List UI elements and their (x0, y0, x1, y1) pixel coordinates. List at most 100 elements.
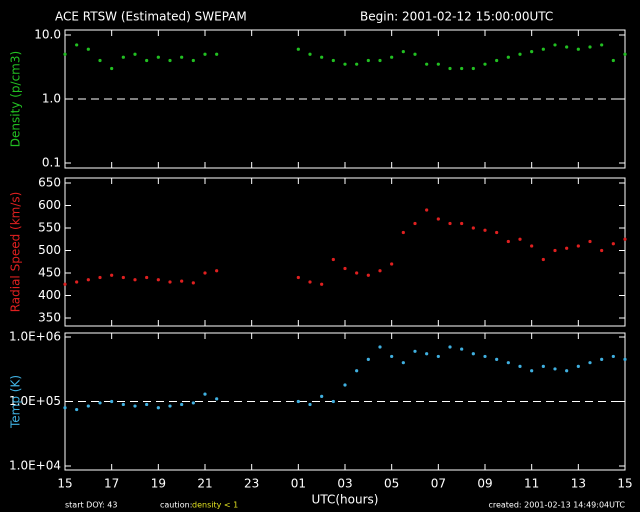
data-point (436, 62, 440, 66)
x-tick-label: 15 (57, 477, 72, 491)
data-point (215, 397, 219, 401)
data-point (600, 357, 604, 361)
data-point (133, 278, 137, 282)
data-point (495, 357, 499, 361)
data-point (331, 257, 335, 262)
data-point (191, 58, 195, 63)
data-point (86, 404, 90, 408)
data-point (355, 271, 359, 275)
data-point (436, 217, 440, 221)
data-point (553, 367, 557, 371)
data-point (483, 354, 487, 359)
begin-time: Begin: 2001-02-12 15:00:00UTC (360, 10, 553, 24)
data-point (600, 248, 604, 253)
data-point (471, 226, 475, 230)
data-point (460, 347, 464, 351)
y-tick-label: 550 (38, 221, 61, 235)
panel-frame (64, 177, 626, 327)
data-point (553, 248, 557, 253)
y-axis-label: Radial Speed (km/s) (9, 192, 23, 313)
data-point (495, 230, 499, 235)
y-tick-label: 500 (38, 243, 61, 257)
data-point (110, 66, 114, 71)
y-tick-label: 600 (38, 198, 61, 212)
data-point (518, 237, 522, 241)
x-axis-label: UTC(hours) (312, 493, 379, 507)
data-point (530, 369, 534, 373)
data-point (541, 364, 545, 369)
data-point (448, 345, 452, 349)
data-point (390, 354, 394, 359)
data-point (611, 58, 615, 63)
data-point (565, 369, 569, 373)
data-point (63, 282, 67, 286)
data-point (331, 399, 335, 404)
data-point (576, 364, 580, 369)
x-tick-label: 21 (197, 477, 212, 491)
data-point (413, 52, 417, 56)
data-point (366, 357, 370, 361)
caution-note: density < 1 (192, 501, 238, 510)
data-point (145, 275, 149, 280)
data-point (413, 349, 417, 353)
data-point (530, 244, 534, 248)
x-tick-label: 07 (431, 477, 446, 491)
data-point (413, 221, 417, 226)
data-point (518, 364, 522, 369)
data-point (541, 47, 545, 51)
x-tick-label: 13 (571, 477, 586, 491)
data-point (483, 62, 487, 66)
data-point (86, 47, 90, 51)
y-tick-label: 450 (38, 266, 61, 280)
data-point (366, 273, 370, 277)
data-point (156, 278, 160, 282)
x-tick-label: 19 (151, 477, 166, 491)
data-point (425, 208, 429, 212)
data-point (355, 369, 359, 373)
data-point (320, 394, 324, 398)
data-point (191, 401, 195, 405)
data-point (425, 352, 429, 356)
data-point (471, 66, 475, 71)
data-point (145, 402, 149, 407)
data-point (378, 269, 382, 273)
data-point (168, 58, 172, 63)
data-point (378, 345, 382, 349)
data-point (401, 50, 405, 54)
data-point (63, 52, 67, 56)
data-point (506, 361, 510, 365)
data-point (530, 50, 534, 54)
y-axis-label: Density (p/cm3) (9, 51, 23, 147)
data-point (611, 242, 615, 246)
data-point (588, 361, 592, 365)
data-point (308, 52, 312, 56)
data-point (623, 52, 627, 56)
y-tick-label: 650 (38, 176, 61, 190)
data-point (576, 244, 580, 248)
data-point (110, 399, 114, 404)
data-point (331, 58, 335, 63)
data-point (98, 58, 102, 63)
data-point (180, 279, 184, 283)
x-tick-label: 23 (244, 477, 259, 491)
x-tick-label: 17 (104, 477, 119, 491)
data-point (518, 52, 522, 56)
data-point (121, 402, 125, 407)
data-point (343, 266, 347, 271)
y-tick-label: 1.0E+04 (9, 459, 61, 473)
data-point (98, 275, 102, 280)
data-point (588, 239, 592, 244)
start-doy: start DOY: 43 (65, 501, 117, 510)
data-point (448, 221, 452, 226)
data-point (133, 52, 137, 56)
y-tick-label: 10.0 (34, 28, 61, 42)
data-point (343, 62, 347, 66)
data-point (448, 66, 452, 71)
data-point (541, 257, 545, 262)
data-point (203, 271, 207, 275)
data-point (378, 58, 382, 63)
y-tick-label: 1.0E+05 (9, 394, 61, 408)
data-point (203, 52, 207, 56)
x-tick-label: 01 (291, 477, 306, 491)
